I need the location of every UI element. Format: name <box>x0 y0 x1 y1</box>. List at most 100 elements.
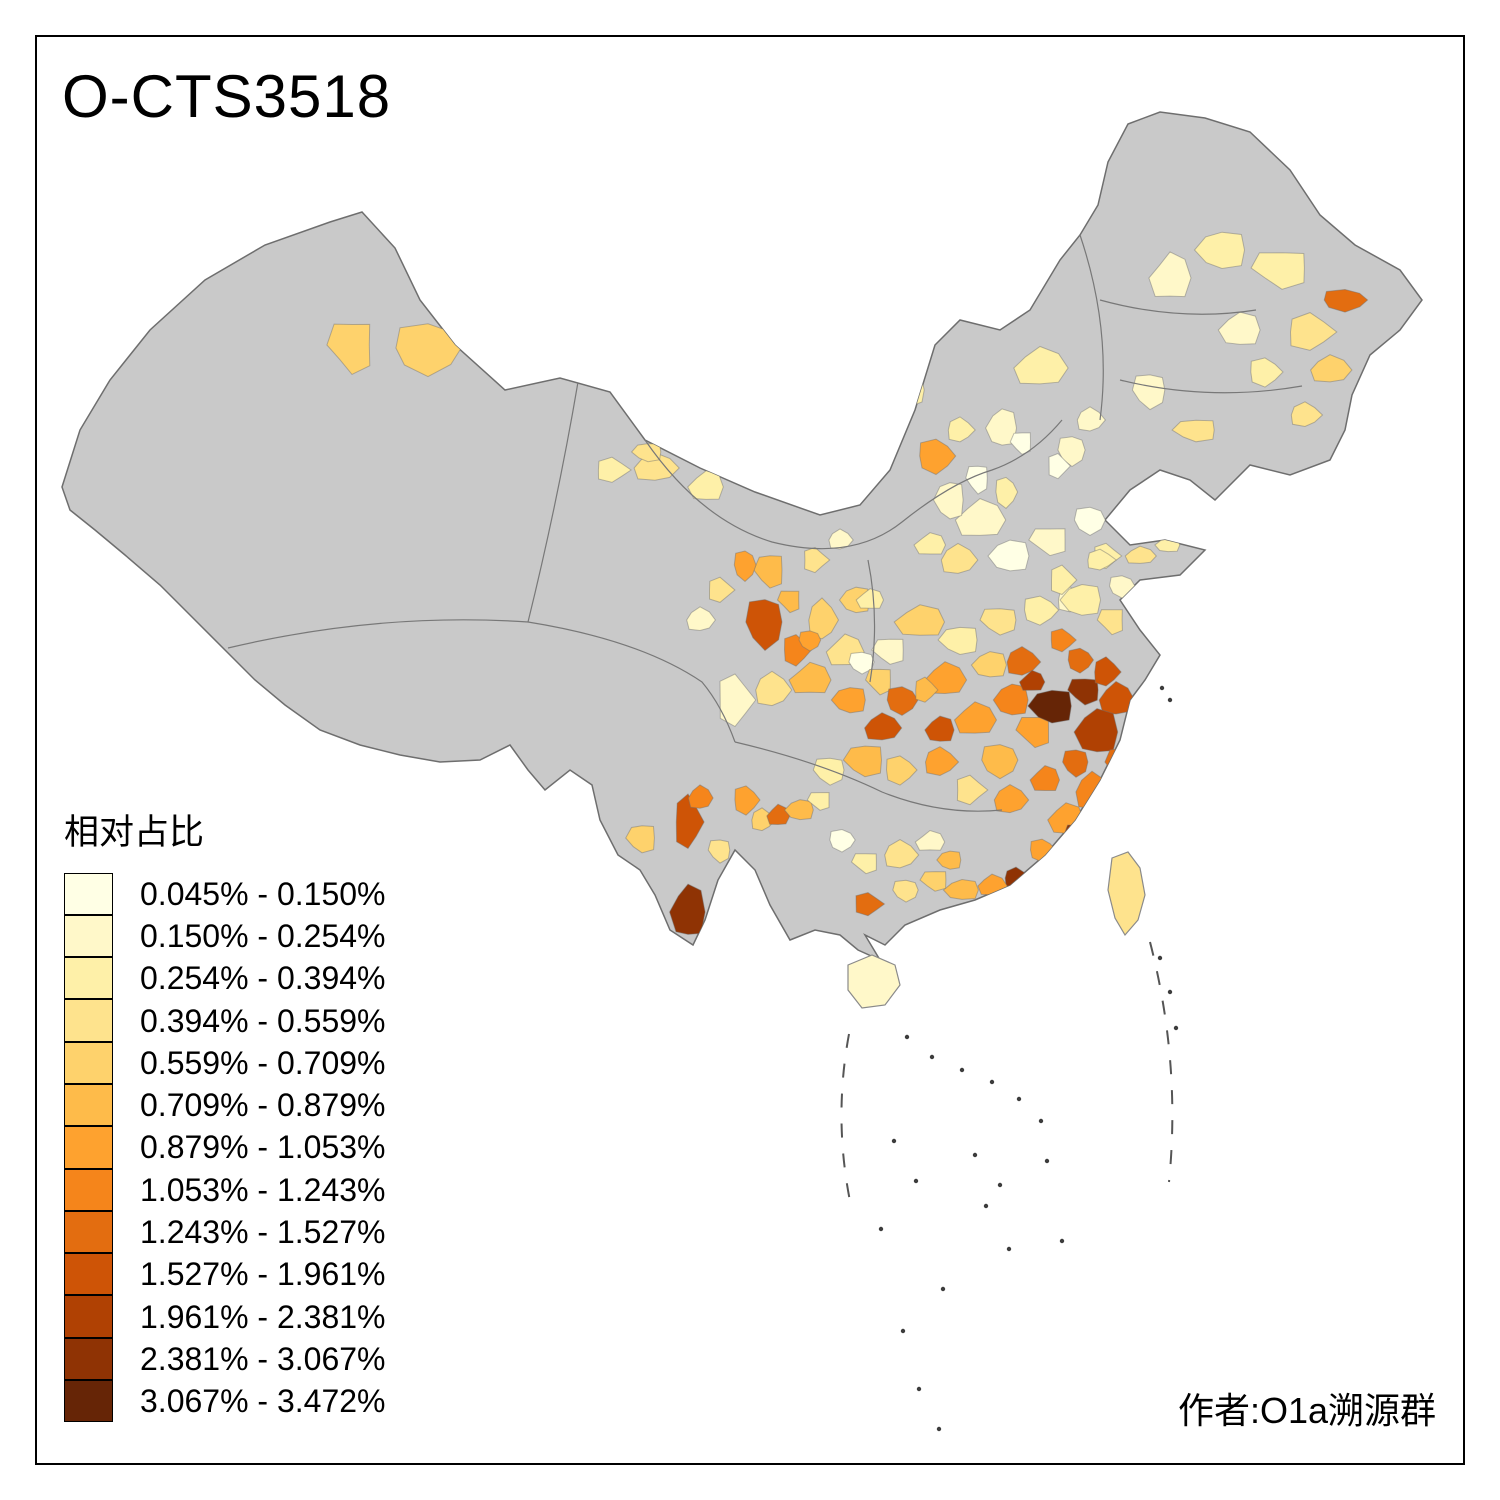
prefecture-region <box>1064 824 1086 843</box>
prefecture-region <box>755 670 793 707</box>
prefecture-region <box>985 408 1018 446</box>
prefecture-region <box>953 701 998 734</box>
prefecture-region <box>1050 628 1077 653</box>
prefecture-region <box>1059 583 1102 616</box>
prefecture-region <box>842 745 883 778</box>
prefecture-region <box>1076 827 1105 855</box>
prefecture-region <box>936 850 962 870</box>
prefecture-region <box>970 651 1007 678</box>
prefecture-region <box>956 774 989 806</box>
map-title: O-CTS3518 <box>62 63 392 130</box>
prefecture-region <box>806 791 830 811</box>
prefecture-region <box>914 829 946 851</box>
prefecture-region <box>808 597 840 640</box>
legend-label: 0.254% - 0.394% <box>140 960 386 997</box>
prefecture-regions <box>326 231 1369 935</box>
prefecture-region <box>987 539 1030 572</box>
prefecture-region <box>597 456 632 483</box>
prefecture-region <box>686 606 717 632</box>
legend-label: 0.709% - 0.879% <box>140 1087 386 1124</box>
prefecture-region <box>865 668 891 696</box>
legend-swatch <box>64 1295 113 1338</box>
prefecture-region <box>707 839 731 864</box>
prefecture-region <box>954 498 1007 536</box>
prefecture-region <box>1217 311 1261 345</box>
prefecture-region <box>979 608 1017 636</box>
prefecture-region <box>942 878 979 900</box>
legend-swatch <box>64 1337 113 1381</box>
prefecture-region <box>1028 528 1066 557</box>
prefecture-region <box>812 757 845 786</box>
prefecture-region <box>1013 345 1069 385</box>
prefecture-region <box>804 546 831 574</box>
legend-label: 0.879% - 1.053% <box>140 1129 386 1166</box>
legend-item: 1.961% - 2.381% <box>64 1295 386 1338</box>
prefecture-region <box>855 588 885 609</box>
prefecture-region <box>1154 536 1181 553</box>
legend-swatch <box>64 1126 113 1169</box>
legend-label: 3.067% - 3.472% <box>140 1383 386 1420</box>
legend-item: 1.053% - 1.243% <box>64 1168 386 1211</box>
legend-item: 0.559% - 0.709% <box>64 1041 386 1084</box>
prefecture-region <box>709 576 736 603</box>
legend-item: 0.045% - 0.150% <box>64 872 386 915</box>
prefecture-region <box>745 599 783 652</box>
prefecture-region <box>1289 312 1338 351</box>
prefecture-region <box>734 785 761 816</box>
prefecture-region <box>1048 452 1072 480</box>
prefecture-region <box>924 746 960 777</box>
prefecture-region <box>669 883 706 935</box>
legend: 相对占比 0.045% - 0.150% 0.150% - 0.254% 0.254… <box>64 804 386 1423</box>
prefecture-region <box>1029 765 1061 791</box>
prefecture-region <box>864 712 903 741</box>
legend-label: 0.394% - 0.559% <box>140 1002 386 1039</box>
legend-item: 0.254% - 0.394% <box>64 957 386 1000</box>
prefecture-region <box>885 755 918 786</box>
legend-swatch <box>64 914 113 958</box>
attribution: 作者:O1a溯源群 <box>1177 1390 1436 1431</box>
prefecture-region <box>788 661 832 694</box>
prefecture-region <box>766 803 791 826</box>
legend-label: 0.559% - 0.709% <box>140 1044 386 1081</box>
legend-label: 0.150% - 0.254% <box>140 917 386 954</box>
south-china-sea-islands <box>840 685 1179 1432</box>
legend-label: 1.243% - 1.527% <box>140 1214 386 1251</box>
prefecture-region <box>892 879 919 903</box>
prefecture-region <box>1171 419 1215 443</box>
legend-item: 3.067% - 3.472% <box>64 1380 386 1423</box>
prefecture-region <box>1098 680 1136 715</box>
prefecture-region <box>687 784 714 809</box>
prefecture-region <box>880 375 925 409</box>
prefecture-region <box>1087 548 1118 571</box>
prefecture-region <box>884 839 920 869</box>
taiwan-island <box>1107 851 1146 937</box>
legend-item: 1.243% - 1.527% <box>64 1210 386 1254</box>
prefecture-region <box>1073 506 1106 536</box>
prefecture-region <box>855 892 886 917</box>
prefecture-region <box>1290 401 1324 428</box>
legend-label: 1.527% - 1.961% <box>140 1256 386 1293</box>
prefecture-region <box>995 476 1019 510</box>
prefecture-region <box>992 683 1029 716</box>
prefecture-region <box>1027 689 1072 724</box>
prefecture-region <box>913 532 947 555</box>
prefecture-region <box>829 828 856 853</box>
prefecture-region <box>625 825 655 854</box>
legend-item: 0.150% - 0.254% <box>64 914 386 958</box>
prefecture-region <box>776 590 800 614</box>
legend-swatch <box>64 1083 113 1127</box>
prefecture-region <box>981 744 1019 780</box>
prefecture-region <box>1094 656 1122 687</box>
prefecture-region <box>1310 354 1353 383</box>
prefecture-region <box>1067 647 1095 674</box>
prefecture-region <box>871 638 904 665</box>
prefecture-region <box>919 871 947 892</box>
legend-label: 1.053% - 1.243% <box>140 1171 386 1208</box>
prefecture-region <box>1323 288 1369 313</box>
legend-swatch <box>64 872 113 915</box>
prefecture-region <box>893 604 946 636</box>
hainan-island <box>847 954 901 1009</box>
prefecture-region <box>1250 357 1284 388</box>
prefecture-region <box>1051 564 1078 596</box>
